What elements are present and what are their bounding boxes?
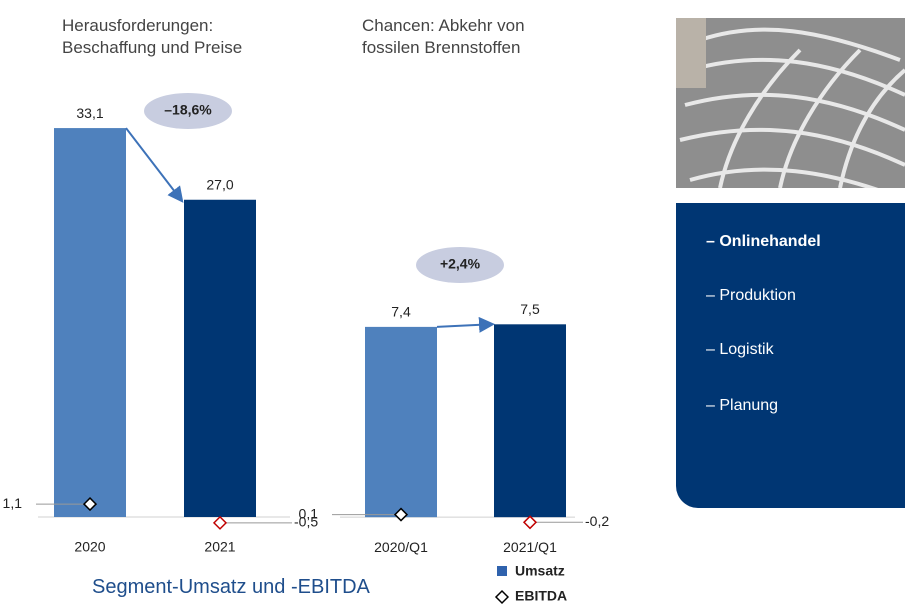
value-label: 1,1 [3,495,23,511]
photo [676,18,905,200]
x-tick-label: 2020 [74,539,105,555]
x-tick-label: 2021/Q1 [503,539,557,555]
legend-label: EBITDA [515,588,567,604]
legend-swatch [497,566,507,576]
value-label: 33,1 [76,105,103,121]
change-arrow [437,324,491,327]
marker [524,516,536,528]
value-label: 0,1 [299,505,319,521]
annotation: +2,4% [440,256,481,272]
value-label: 7,4 [391,304,411,320]
slide: Herausforderungen: Beschaffung und Preis… [0,0,905,608]
bar [184,200,256,517]
value-label: -0,2 [585,513,609,529]
bar [365,327,437,517]
legend-swatch [496,591,508,603]
bar [54,128,126,517]
x-tick-label: 2020/Q1 [374,539,428,555]
value-label: 7,5 [520,301,540,317]
annotation: –18,6% [164,102,212,118]
bar [494,324,566,517]
marker [214,517,226,529]
chart: 33,1202027,02021–18,6%1,1-0,57,42020/Q17… [0,0,905,608]
value-label: 27,0 [206,176,233,192]
x-tick-label: 2021 [204,539,235,555]
legend-label: Umsatz [515,563,565,579]
change-arrow [126,128,181,200]
